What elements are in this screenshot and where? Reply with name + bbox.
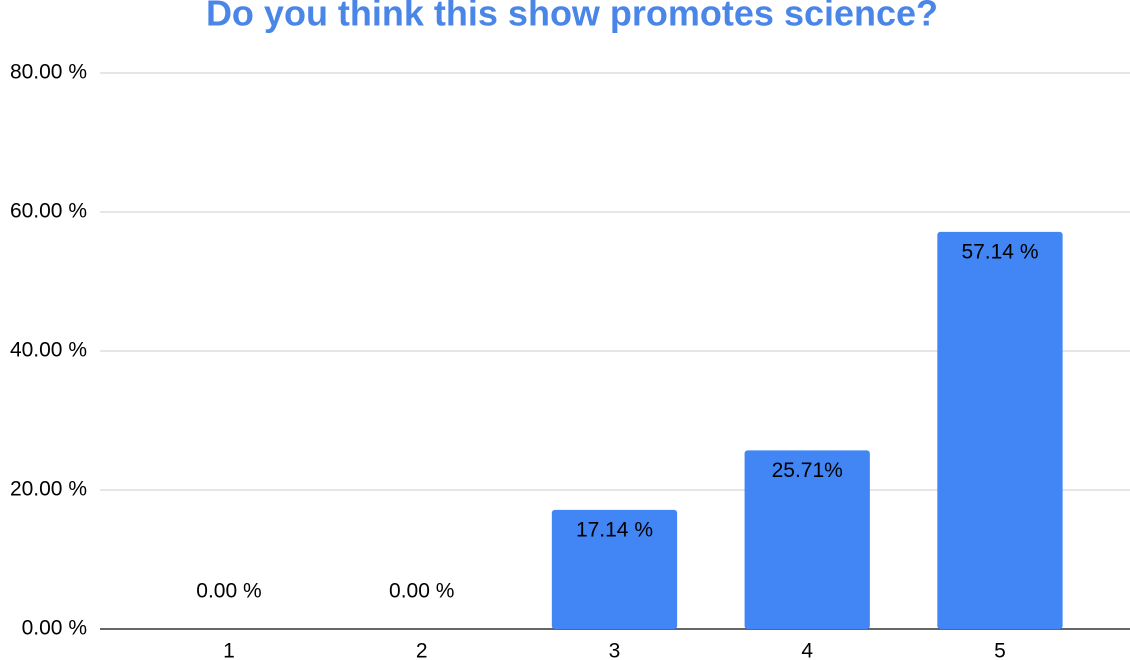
bar: [937, 231, 1063, 629]
y-tick-label: 0.00 %: [22, 617, 87, 640]
y-tick-label: 20.00 %: [10, 478, 87, 501]
data-label: 0.00 %: [389, 580, 454, 603]
data-label: 17.14 %: [576, 518, 653, 541]
data-label: 57.14 %: [961, 240, 1038, 263]
x-tick-label: 2: [416, 640, 428, 660]
y-tick-label: 80.00 %: [10, 61, 87, 84]
data-label: 0.00 %: [196, 580, 261, 603]
y-tick-label: 40.00 %: [10, 339, 87, 362]
y-tick-label: 60.00 %: [10, 200, 87, 223]
x-tick-label: 4: [801, 640, 813, 660]
x-tick-label: 5: [994, 640, 1006, 660]
bar: [744, 450, 870, 629]
data-label: 25.71%: [772, 459, 843, 482]
bar: [551, 509, 678, 629]
x-tick-label: 3: [609, 640, 621, 660]
chart-title: Do you think this show promotes science?: [206, 0, 938, 34]
x-tick-label: 1: [223, 640, 235, 660]
